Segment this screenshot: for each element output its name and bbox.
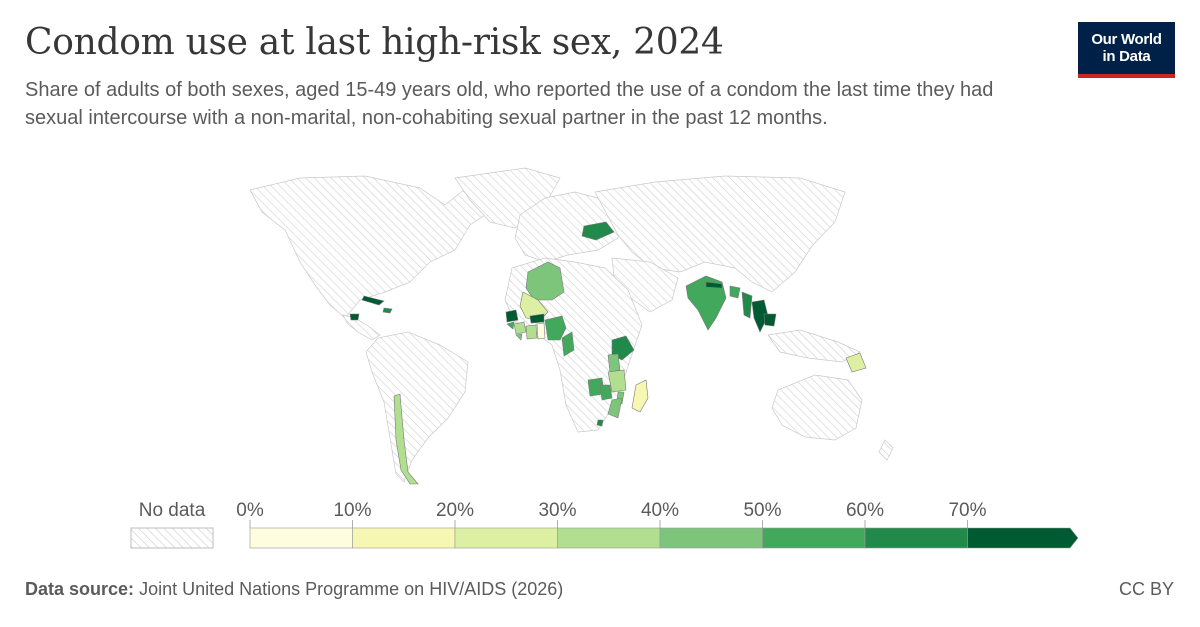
country-zambia[interactable] bbox=[599, 384, 613, 401]
legend-tick-4: 40% bbox=[641, 500, 679, 521]
country-senegal[interactable] bbox=[505, 309, 519, 323]
europe-region[interactable] bbox=[514, 191, 621, 263]
legend-tick-5: 50% bbox=[743, 500, 781, 521]
legend-bin-40-50[interactable] bbox=[659, 527, 763, 549]
country-nepal[interactable] bbox=[705, 281, 723, 289]
legend-bin-0-10[interactable] bbox=[249, 527, 353, 549]
license-label[interactable]: CC BY bbox=[1118, 579, 1174, 599]
country-burkina-faso[interactable] bbox=[529, 313, 545, 324]
country-cambodia[interactable] bbox=[763, 313, 777, 327]
map-legend: No data 0% 10% 20% 30% 40% 50% 60% 70% bbox=[130, 500, 1079, 549]
country-india[interactable] bbox=[685, 275, 727, 331]
legend-tick-labels: 0% 10% 20% 30% 40% 50% 60% 70% bbox=[236, 500, 987, 528]
legend-no-data-label: No data bbox=[139, 500, 206, 521]
country-madagascar[interactable] bbox=[631, 379, 649, 413]
country-myanmar[interactable] bbox=[741, 291, 753, 319]
country-kenya[interactable] bbox=[607, 353, 621, 373]
data-source-text[interactable]: Joint United Nations Programme on HIV/AI… bbox=[139, 579, 564, 599]
country-guinea-bissau[interactable] bbox=[506, 321, 515, 330]
legend-bin-20-30[interactable] bbox=[454, 527, 558, 549]
data-source-label: Data source: bbox=[25, 579, 135, 599]
south-america-region[interactable] bbox=[365, 331, 469, 483]
no-data-regions bbox=[249, 167, 894, 483]
country-nigeria[interactable] bbox=[544, 315, 567, 341]
country-guinea[interactable] bbox=[513, 321, 527, 335]
legend-bin-50-60[interactable] bbox=[762, 527, 866, 549]
country-papua-new-guinea[interactable] bbox=[845, 352, 867, 373]
country-cote-divoire[interactable] bbox=[525, 324, 538, 340]
chart-title: Condom use at last high-risk sex, 2024 bbox=[25, 22, 724, 63]
legend-tick-6: 60% bbox=[846, 500, 884, 521]
legend-bin-60-70[interactable] bbox=[864, 527, 968, 549]
country-eswatini[interactable] bbox=[596, 419, 604, 427]
legend-no-data-swatch[interactable] bbox=[130, 527, 214, 549]
legend-tick-1: 10% bbox=[333, 500, 371, 521]
chart-subtitle: Share of adults of both sexes, aged 15-4… bbox=[25, 79, 994, 129]
country-sierra-leone[interactable] bbox=[515, 333, 523, 341]
legend-tick-0: 0% bbox=[236, 500, 264, 521]
legend-tick-3: 30% bbox=[538, 500, 576, 521]
owid-logo[interactable]: Our World in Data bbox=[1078, 22, 1175, 78]
central-america-region[interactable] bbox=[342, 314, 381, 341]
country-chile[interactable] bbox=[393, 393, 419, 485]
country-mozambique[interactable] bbox=[607, 397, 623, 419]
country-thailand[interactable] bbox=[751, 299, 769, 333]
country-tanzania[interactable] bbox=[607, 369, 627, 393]
country-bangladesh[interactable] bbox=[729, 285, 741, 299]
country-cameroon[interactable] bbox=[561, 331, 575, 357]
country-ukraine[interactable] bbox=[581, 221, 615, 241]
legend-tick-7: 70% bbox=[948, 500, 986, 521]
logo-line-1: Our World bbox=[1091, 31, 1162, 48]
southeast-asia-islands-region[interactable] bbox=[767, 329, 861, 363]
country-dominican-republic[interactable] bbox=[382, 307, 393, 314]
legend-bin-30-40[interactable] bbox=[557, 527, 661, 549]
legend-bin-10-20[interactable] bbox=[352, 527, 456, 549]
legend-bin-70-plus[interactable] bbox=[967, 527, 1079, 549]
north-america-region[interactable] bbox=[249, 175, 506, 319]
logo-line-2: in Data bbox=[1102, 48, 1151, 65]
country-ghana[interactable] bbox=[536, 322, 546, 340]
country-algeria[interactable] bbox=[525, 261, 565, 301]
legend-color-scale bbox=[249, 527, 1079, 549]
country-guatemala[interactable] bbox=[349, 313, 360, 321]
data-source: Data source: Joint United Nations Progra… bbox=[25, 579, 563, 600]
legend-tick-2: 20% bbox=[436, 500, 474, 521]
new-zealand-region[interactable] bbox=[878, 439, 894, 461]
countries-with-data bbox=[349, 221, 867, 485]
country-cuba[interactable] bbox=[361, 295, 385, 306]
australia-region[interactable] bbox=[771, 374, 863, 441]
